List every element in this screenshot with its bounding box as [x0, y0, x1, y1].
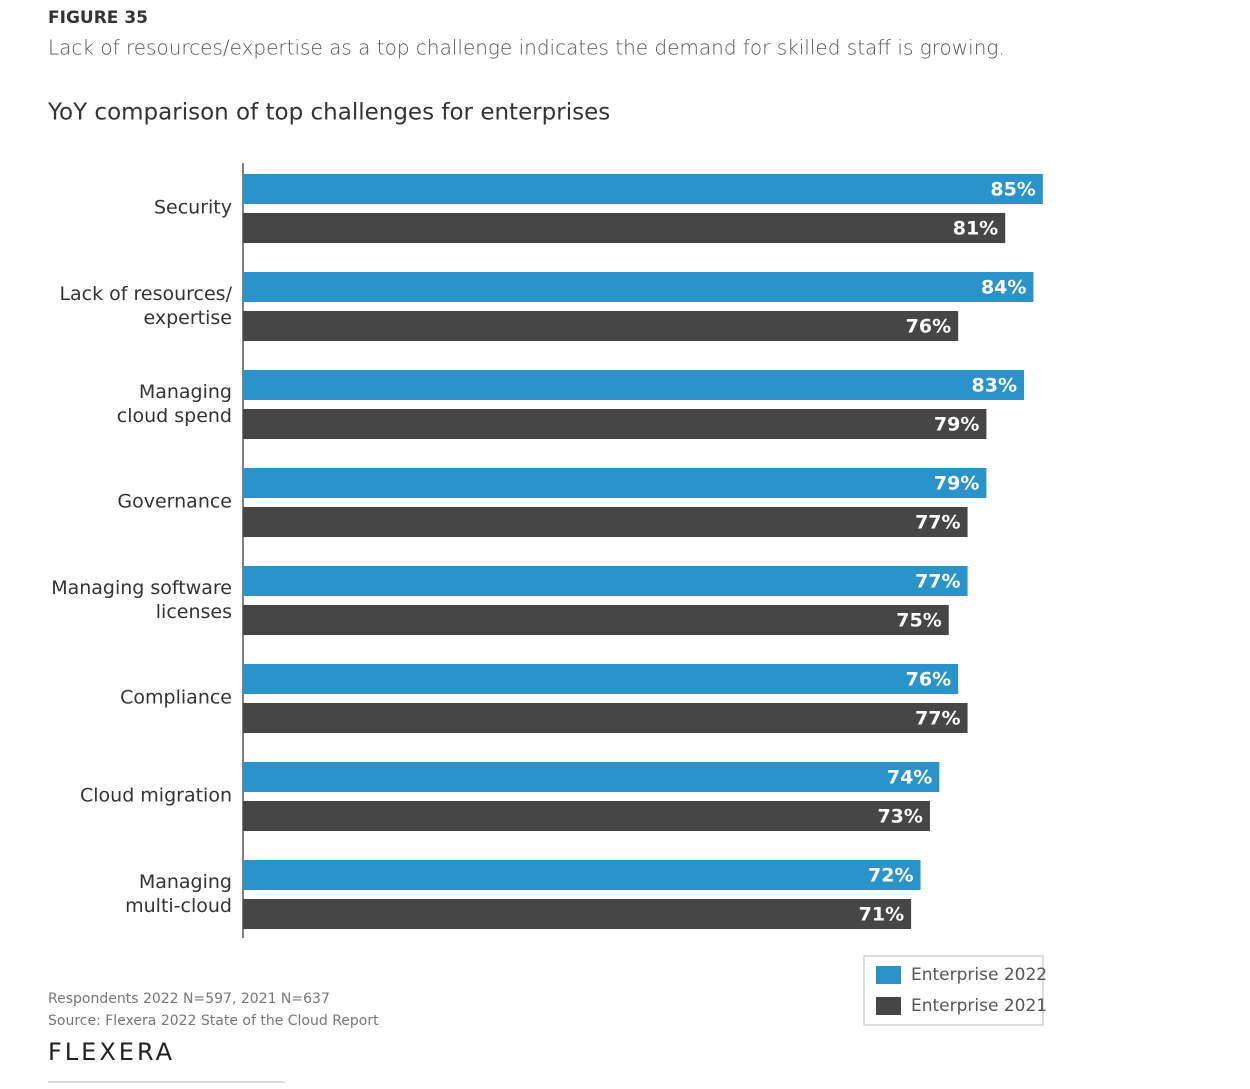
- bar: [243, 272, 1034, 302]
- legend-swatch: [876, 966, 901, 984]
- value-label: 76%: [906, 316, 951, 338]
- bar: [243, 801, 930, 831]
- value-label: 77%: [915, 571, 960, 593]
- bar: [243, 174, 1043, 204]
- value-label: 83%: [972, 375, 1017, 397]
- legend-label: Enterprise 2021: [911, 996, 1047, 1016]
- bar: [243, 468, 987, 498]
- bar: [243, 703, 968, 733]
- category-label: Managing cloud spend: [117, 381, 232, 427]
- value-label: 85%: [990, 179, 1035, 201]
- category-label: Managing software licenses: [51, 577, 232, 623]
- value-label: 81%: [953, 218, 998, 240]
- bar: [243, 762, 940, 792]
- bar: [243, 311, 959, 341]
- legend-swatch: [876, 997, 901, 1015]
- category-label: Managing multi-cloud: [125, 871, 232, 917]
- value-label: 77%: [915, 708, 960, 730]
- category-label: Lack of resources/expertise: [59, 283, 232, 329]
- respondents: Respondents 2022 N=597, 2021 N=637: [48, 991, 330, 1007]
- bar: [243, 370, 1025, 400]
- value-label: 76%: [906, 669, 951, 691]
- bar: [243, 409, 987, 439]
- value-label: 84%: [981, 277, 1026, 299]
- bar: [243, 605, 949, 635]
- bar: [243, 860, 921, 890]
- value-label: 79%: [934, 473, 979, 495]
- value-label: 71%: [859, 904, 904, 926]
- chart-title: YoY comparison of top challenges for ent…: [47, 100, 610, 126]
- bar: [243, 899, 912, 929]
- bar: [243, 507, 968, 537]
- bar: [243, 213, 1006, 243]
- value-label: 77%: [915, 512, 960, 534]
- value-label: 75%: [896, 610, 941, 632]
- figure-label: FIGURE 35: [48, 8, 148, 28]
- category-label: Compliance: [120, 687, 232, 709]
- bar: [243, 664, 959, 694]
- bar: [243, 566, 968, 596]
- headline: Lack of resources/expertise as a top cha…: [48, 36, 1005, 60]
- value-label: 73%: [877, 806, 922, 828]
- value-label: 72%: [868, 865, 913, 887]
- value-label: 79%: [934, 414, 979, 436]
- logo: FLEXERA: [48, 1038, 175, 1066]
- legend-label: Enterprise 2022: [911, 965, 1047, 985]
- value-label: 74%: [887, 767, 932, 789]
- category-label: Security: [154, 197, 232, 219]
- category-label: Cloud migration: [80, 785, 232, 807]
- category-label: Governance: [117, 491, 232, 513]
- source: Source: Flexera 2022 State of the Cloud …: [48, 1013, 379, 1029]
